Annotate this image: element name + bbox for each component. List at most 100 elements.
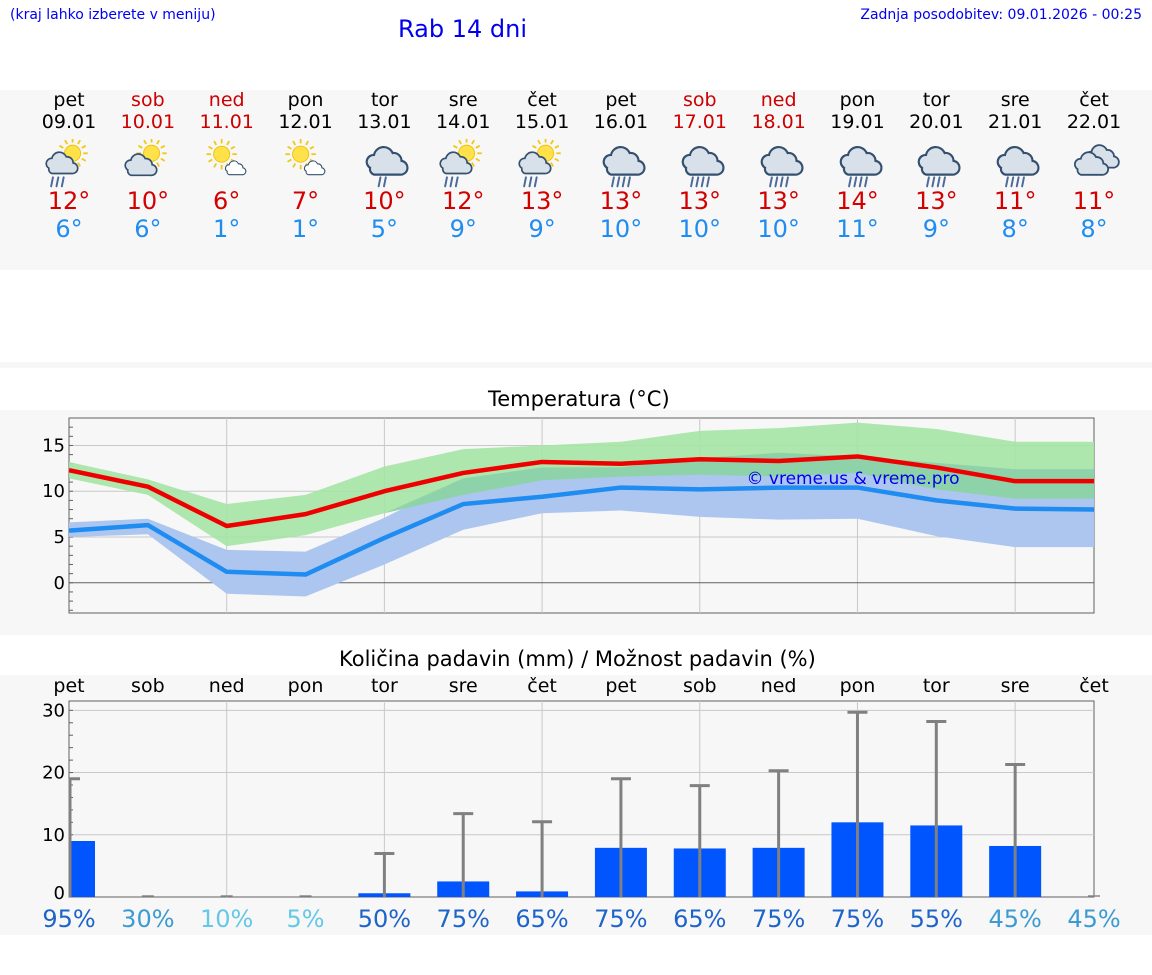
- temp-min: 10°: [678, 215, 722, 243]
- precip-probability: 30%: [121, 905, 174, 933]
- day-column: tor 20.01 13° 9°: [897, 89, 976, 244]
- day-column: ned 11.01 6° 1°: [187, 89, 266, 244]
- sun-cloud-rain-icon: [518, 139, 561, 188]
- day-name: ned: [760, 89, 797, 111]
- precip-probability: 5%: [286, 905, 324, 933]
- day-label: čet: [527, 675, 557, 697]
- day-date: 09.01: [41, 111, 97, 133]
- min-temp-line: [68, 485, 1095, 577]
- day-column: sob 10.01 10° 6°: [108, 89, 187, 244]
- day-date: 12.01: [278, 111, 333, 133]
- day-label: pet: [53, 675, 84, 697]
- day-label: sob: [131, 675, 165, 697]
- day-date: 19.01: [830, 111, 885, 133]
- cloud-light-rain-icon: [366, 146, 409, 188]
- precip-probability: 75%: [594, 905, 647, 933]
- temp-min: 8°: [1001, 215, 1029, 243]
- temp-min: 6°: [55, 215, 83, 243]
- day-column: pon 19.01 14° 11°: [818, 89, 897, 244]
- divider: [0, 362, 1152, 368]
- day-name: sre: [448, 89, 478, 111]
- temp-min: 9°: [449, 215, 477, 243]
- precipitation-chart: pet sob ned pon tor sre čet pet sob ned pon tor sre č…: [42, 675, 1121, 933]
- location-hint-link[interactable]: (kraj lahko izberete v meniju): [10, 7, 216, 23]
- temp-min: 11°: [836, 215, 879, 243]
- day-date: 22.01: [1066, 111, 1122, 133]
- y-tick-label: 10: [42, 481, 65, 502]
- temp-max: 13°: [520, 187, 564, 215]
- day-name: čet: [527, 89, 557, 111]
- day-name: tor: [922, 89, 950, 111]
- day-name: pet: [605, 89, 637, 111]
- sun-small-cloud-icon: [285, 139, 325, 176]
- temp-min: 8°: [1080, 215, 1108, 243]
- temp-max: 11°: [993, 187, 1037, 215]
- day-name: sob: [683, 89, 717, 111]
- day-name: sre: [1000, 89, 1030, 111]
- precipitation-chart-title: Količina padavin (mm) / Možnost padavin …: [339, 647, 816, 671]
- last-updated: Zadnja posodobitev: 09.01.2026 - 00:25: [860, 7, 1142, 23]
- temp-max: 13°: [599, 187, 643, 215]
- day-name: sob: [131, 89, 165, 111]
- y-tick-label: 0: [54, 883, 65, 904]
- day-label: ned: [761, 675, 797, 697]
- max-temp-range-band: [69, 422, 1094, 547]
- cloud-heavy-rain-icon: [760, 146, 804, 188]
- temp-max: 11°: [1072, 187, 1116, 215]
- day-column: pon 12.01 7° 1°: [266, 90, 345, 244]
- sun-cloud-rain-icon: [439, 139, 482, 188]
- day-date: 13.01: [357, 111, 412, 133]
- temp-max: 10°: [363, 187, 406, 215]
- temp-max: 10°: [126, 187, 170, 215]
- cloud-heavy-rain-icon: [839, 146, 882, 188]
- cloud-heavy-rain-icon: [918, 146, 961, 188]
- temp-max: 12°: [47, 187, 91, 215]
- day-date: 21.01: [987, 111, 1043, 133]
- temp-max: 12°: [441, 187, 485, 215]
- day-label: tor: [371, 675, 398, 697]
- precip-probability: 45%: [1067, 905, 1120, 933]
- day-label: pet: [605, 675, 636, 697]
- temp-min: 6°: [134, 215, 162, 243]
- day-date: 16.01: [593, 111, 649, 133]
- day-column: čet 15.01 13° 9°: [503, 89, 582, 244]
- day-name: ned: [208, 89, 245, 111]
- max-temp-line: [68, 454, 1094, 529]
- precip-probability: 50%: [358, 905, 411, 933]
- temperature-chart-title: Temperatura (°C): [488, 387, 670, 411]
- day-name: čet: [1079, 89, 1109, 111]
- day-label: pon: [840, 675, 876, 697]
- day-label: čet: [1079, 675, 1109, 697]
- temp-max: 13°: [915, 187, 958, 215]
- day-label: pon: [288, 675, 324, 697]
- day-name: pet: [53, 89, 85, 111]
- day-name: tor: [370, 89, 398, 111]
- day-date: 20.01: [909, 111, 964, 133]
- band-overlap: [69, 452, 1094, 547]
- temp-max: 13°: [757, 187, 800, 215]
- precip-probability: 75%: [752, 905, 805, 933]
- day-column: pet 16.01 13° 10°: [581, 89, 660, 244]
- sun-small-cloud-icon: [206, 139, 247, 176]
- day-name: pon: [839, 89, 876, 111]
- sun-cloud-icon: [124, 139, 167, 177]
- temp-min: 10°: [757, 215, 800, 243]
- day-date: 15.01: [514, 111, 570, 133]
- day-column: pet 09.01 12° 6°: [30, 89, 109, 244]
- day-date: 11.01: [199, 111, 254, 133]
- precip-probability: 95%: [42, 905, 95, 933]
- day-date: 17.01: [672, 111, 727, 133]
- day-label: sob: [683, 675, 717, 697]
- page-title: Rab 14 dni: [398, 15, 527, 43]
- day-label: sre: [449, 675, 478, 697]
- y-tick-label: 15: [42, 435, 65, 456]
- precip-probability: 75%: [437, 905, 490, 933]
- day-column: ned 18.01 13° 10°: [739, 89, 818, 244]
- temp-min: 1°: [213, 215, 241, 243]
- day-column: čet 22.01 11° 8°: [1055, 89, 1134, 244]
- precip-probability: 65%: [515, 905, 568, 933]
- watermark: © vreme.us & vreme.pro: [746, 469, 959, 489]
- cloud-cloud-icon: [1074, 144, 1120, 176]
- temp-max: 6°: [213, 187, 241, 215]
- day-column: tor 13.01 10° 5°: [345, 89, 424, 244]
